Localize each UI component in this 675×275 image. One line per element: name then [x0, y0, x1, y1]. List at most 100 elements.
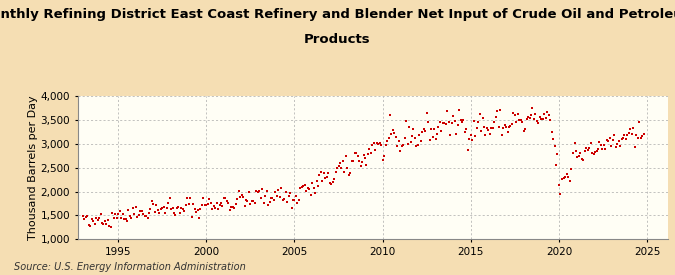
Point — [505, 124, 516, 128]
Point — [533, 121, 544, 125]
Point — [417, 130, 428, 134]
Point — [97, 221, 107, 225]
Point — [380, 142, 391, 147]
Point — [350, 151, 360, 156]
Point — [431, 132, 442, 136]
Point — [375, 141, 385, 145]
Point — [395, 148, 406, 153]
Point — [226, 205, 237, 209]
Point — [624, 131, 634, 135]
Point — [634, 120, 645, 125]
Point — [136, 208, 147, 213]
Point — [569, 141, 580, 145]
Point — [186, 215, 197, 219]
Point — [442, 109, 453, 113]
Point — [618, 136, 628, 140]
Point — [154, 211, 165, 215]
Point — [549, 144, 560, 148]
Point — [198, 196, 209, 200]
Point — [238, 195, 248, 199]
Point — [92, 217, 103, 222]
Point — [390, 135, 401, 140]
Point — [400, 136, 410, 140]
Point — [487, 125, 498, 130]
Point — [489, 120, 500, 124]
Point — [184, 202, 194, 207]
Point — [546, 130, 557, 134]
Point — [467, 138, 478, 142]
Point — [490, 114, 501, 119]
Point — [138, 212, 148, 216]
Point — [501, 125, 512, 130]
Point — [199, 202, 210, 207]
Point — [365, 151, 376, 156]
Point — [340, 154, 351, 158]
Point — [151, 203, 162, 207]
Point — [371, 141, 382, 145]
Point — [165, 207, 176, 211]
Point — [520, 126, 531, 131]
Point — [414, 133, 425, 137]
Point — [557, 177, 568, 181]
Point — [547, 137, 558, 142]
Point — [405, 140, 416, 144]
Point — [452, 122, 463, 127]
Point — [436, 129, 447, 134]
Point — [277, 197, 288, 202]
Point — [304, 187, 315, 192]
Point — [443, 120, 454, 124]
Point — [188, 202, 198, 206]
Point — [485, 132, 495, 136]
Point — [604, 135, 615, 140]
Point — [370, 148, 381, 153]
Point — [524, 116, 535, 120]
Point — [558, 176, 569, 180]
Point — [246, 199, 257, 203]
Point — [174, 211, 185, 216]
Point — [612, 142, 622, 146]
Point — [597, 147, 608, 151]
Point — [235, 194, 246, 199]
Point — [483, 128, 494, 132]
Point — [615, 144, 626, 148]
Point — [149, 210, 160, 214]
Point — [178, 207, 188, 211]
Point — [132, 214, 142, 219]
Point — [579, 149, 590, 153]
Point — [631, 133, 642, 138]
Point — [219, 196, 230, 200]
Point — [134, 213, 144, 218]
Point — [209, 203, 219, 208]
Point — [276, 186, 287, 190]
Point — [566, 167, 576, 172]
Point — [94, 216, 105, 220]
Point — [418, 127, 429, 131]
Point — [109, 215, 119, 220]
Point — [435, 120, 446, 124]
Point — [345, 171, 356, 175]
Point — [445, 132, 456, 137]
Point — [497, 125, 508, 130]
Point — [355, 164, 366, 169]
Point — [433, 125, 444, 130]
Point — [632, 135, 643, 140]
Point — [514, 118, 524, 122]
Point — [542, 109, 553, 114]
Point — [295, 186, 306, 191]
Point — [396, 144, 407, 148]
Point — [464, 137, 475, 141]
Point — [285, 190, 296, 195]
Point — [333, 164, 344, 168]
Point — [583, 148, 593, 153]
Point — [155, 207, 166, 211]
Point — [214, 203, 225, 207]
Point — [448, 113, 458, 118]
Point — [406, 134, 417, 139]
Point — [625, 127, 636, 131]
Point — [506, 122, 517, 126]
Point — [279, 197, 290, 201]
Point — [185, 196, 196, 200]
Point — [421, 110, 432, 115]
Point — [270, 190, 281, 194]
Point — [115, 216, 126, 220]
